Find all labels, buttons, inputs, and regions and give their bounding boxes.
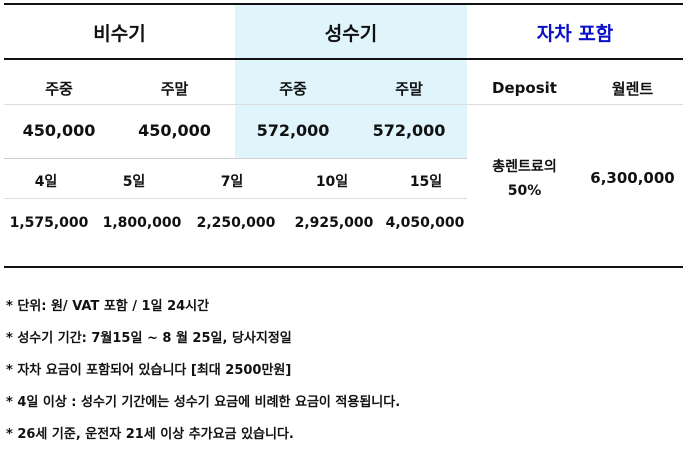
- deposit-value: 총렌트료의 50%: [492, 159, 557, 199]
- duration-rule: [4, 198, 467, 199]
- duration-price-7d: 2,250,000: [196, 215, 276, 231]
- duration-label-7d: 7일: [220, 174, 244, 190]
- note-age: * 26세 기준, 운전자 21세 이상 추가요금 있습니다.: [6, 427, 294, 442]
- subheader-peak-weekend: 주말: [395, 79, 423, 98]
- subheader-off-weekend: 주말: [160, 79, 189, 98]
- rate-off-weekday: 450,000: [22, 120, 96, 140]
- header-peak-season: 성수기: [324, 22, 378, 45]
- duration-price-4d: 1,575,000: [9, 215, 89, 231]
- rate-off-weekend: 450,000: [138, 120, 211, 140]
- rate-peak-weekday: 572,000: [256, 120, 330, 140]
- monthly-rent-value: 6,300,000: [590, 169, 675, 187]
- table-top-rule: [4, 3, 683, 5]
- table-bottom-rule: [4, 266, 683, 268]
- subheader-deposit: Deposit: [492, 79, 557, 97]
- subheader-monthly-rent: 월렌트: [611, 79, 654, 98]
- header-rule: [4, 58, 683, 60]
- note-long-term: * 4일 이상 : 성수기 기간에는 성수기 요금에 비례한 요금이 적용됩니다…: [6, 395, 401, 410]
- note-unit: * 단위: 원/ VAT 포함 / 1일 24시간: [6, 299, 210, 314]
- duration-price-5d: 1,800,000: [102, 215, 182, 231]
- rates-rule: [4, 158, 467, 159]
- header-self-drive-included: 자차 포함: [536, 22, 614, 45]
- subheader-rule: [4, 104, 683, 105]
- subheader-off-weekday: 주중: [45, 79, 73, 98]
- duration-label-4d: 4일: [34, 174, 58, 190]
- note-self-drive: * 자차 요금이 포함되어 있습니다 [최대 2500만원]: [6, 363, 292, 378]
- duration-label-5d: 5일: [122, 174, 146, 190]
- subheader-peak-weekday: 주중: [279, 79, 307, 98]
- rate-peak-weekend: 572,000: [372, 120, 446, 140]
- duration-price-15d: 4,050,000: [385, 215, 465, 231]
- header-off-season: 비수기: [93, 22, 146, 45]
- duration-label-10d: 10일: [315, 174, 349, 190]
- duration-price-10d: 2,925,000: [294, 215, 374, 231]
- duration-label-15d: 15일: [409, 174, 443, 190]
- peak-season-highlight: [235, 4, 467, 158]
- note-peak-period: * 성수기 기간: 7월15일 ~ 8 월 25일, 당사지정일: [6, 331, 292, 346]
